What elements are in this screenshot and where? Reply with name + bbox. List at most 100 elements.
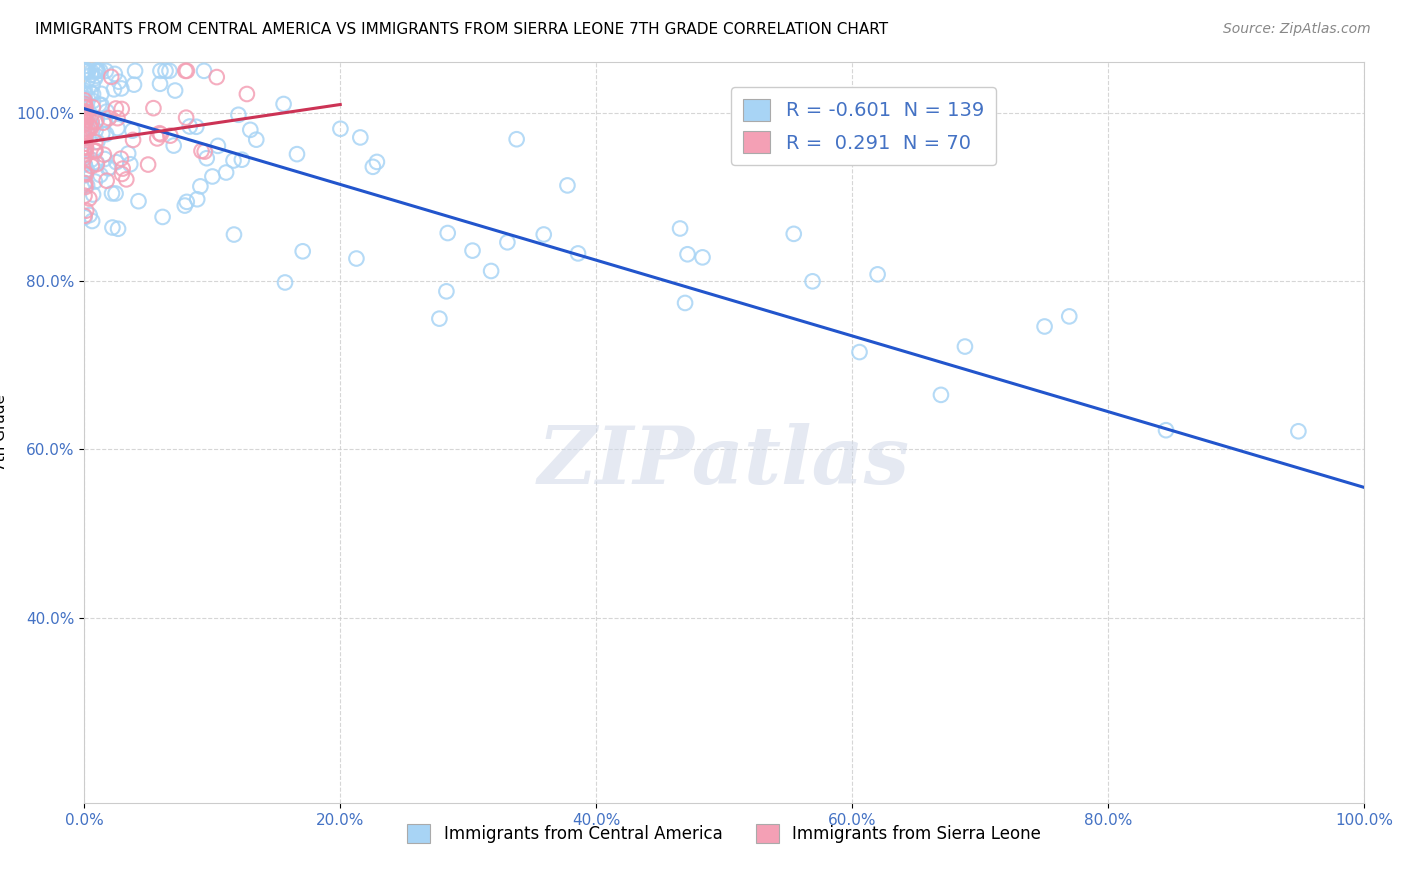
Point <box>429 311 451 326</box>
Point <box>159 128 181 143</box>
Point <box>75 63 97 78</box>
Point <box>124 63 146 78</box>
Point <box>73 157 96 171</box>
Point <box>80 86 103 100</box>
Point <box>190 144 212 158</box>
Point <box>195 151 218 165</box>
Point <box>73 63 96 78</box>
Point <box>89 63 111 78</box>
Point <box>73 92 96 106</box>
Point <box>75 167 97 181</box>
Point <box>176 194 198 209</box>
Point <box>155 63 177 78</box>
Point <box>349 130 371 145</box>
Point <box>505 132 527 146</box>
Point <box>73 87 96 101</box>
Point <box>104 186 127 201</box>
Point <box>73 117 96 131</box>
Point <box>84 69 107 83</box>
Point <box>103 82 125 96</box>
Point <box>73 209 96 223</box>
Point <box>76 121 98 136</box>
Point <box>361 160 384 174</box>
Point <box>84 144 107 158</box>
Point <box>76 162 98 177</box>
Point <box>190 179 212 194</box>
Point <box>86 135 108 149</box>
Point <box>80 65 103 79</box>
Point <box>231 153 253 167</box>
Point <box>953 340 976 354</box>
Point <box>79 208 101 222</box>
Point <box>82 94 104 108</box>
Point <box>73 145 96 159</box>
Point <box>80 68 103 82</box>
Point <box>111 102 134 116</box>
Point <box>75 130 97 145</box>
Point <box>676 247 699 261</box>
Text: ZIPatlas: ZIPatlas <box>538 424 910 501</box>
Point <box>91 127 114 141</box>
Point <box>97 111 120 125</box>
Point <box>82 78 104 92</box>
Point <box>80 159 103 173</box>
Point <box>692 251 714 265</box>
Point <box>96 127 118 141</box>
Point <box>73 157 96 171</box>
Point <box>149 128 172 142</box>
Point <box>104 67 127 81</box>
Point <box>346 252 368 266</box>
Point <box>929 388 952 402</box>
Point <box>1057 310 1080 324</box>
Point <box>73 141 96 155</box>
Point <box>73 168 96 182</box>
Point <box>205 70 228 84</box>
Point <box>73 141 96 155</box>
Point <box>73 136 96 151</box>
Point <box>77 109 100 123</box>
Point <box>86 63 108 78</box>
Point <box>1033 319 1056 334</box>
Point <box>107 111 129 125</box>
Point <box>165 84 187 98</box>
Point <box>801 274 824 288</box>
Point <box>174 111 197 125</box>
Point <box>228 108 250 122</box>
Point <box>75 100 97 114</box>
Point <box>73 148 96 162</box>
Point <box>104 102 127 116</box>
Point <box>76 63 98 78</box>
Point <box>76 178 98 193</box>
Point <box>101 186 124 201</box>
Point <box>96 104 118 119</box>
Point <box>84 123 107 137</box>
Point <box>149 77 172 91</box>
Point <box>108 75 131 89</box>
Point <box>82 87 104 101</box>
Point <box>73 97 96 112</box>
Point <box>75 113 97 128</box>
Point <box>96 174 118 188</box>
Point <box>93 147 115 161</box>
Point <box>90 98 112 112</box>
Point <box>557 178 579 193</box>
Point <box>93 152 115 166</box>
Point <box>73 188 96 202</box>
Point <box>75 113 97 128</box>
Point <box>73 84 96 98</box>
Point <box>84 115 107 129</box>
Point <box>193 63 215 78</box>
Point <box>186 192 208 206</box>
Point <box>86 63 108 78</box>
Point <box>89 97 111 112</box>
Point <box>73 121 96 136</box>
Point <box>111 161 134 176</box>
Point <box>479 264 502 278</box>
Point <box>80 121 103 136</box>
Point <box>82 187 104 202</box>
Point <box>83 145 105 159</box>
Point <box>98 161 121 175</box>
Point <box>86 157 108 171</box>
Point <box>848 345 870 359</box>
Point <box>115 172 138 186</box>
